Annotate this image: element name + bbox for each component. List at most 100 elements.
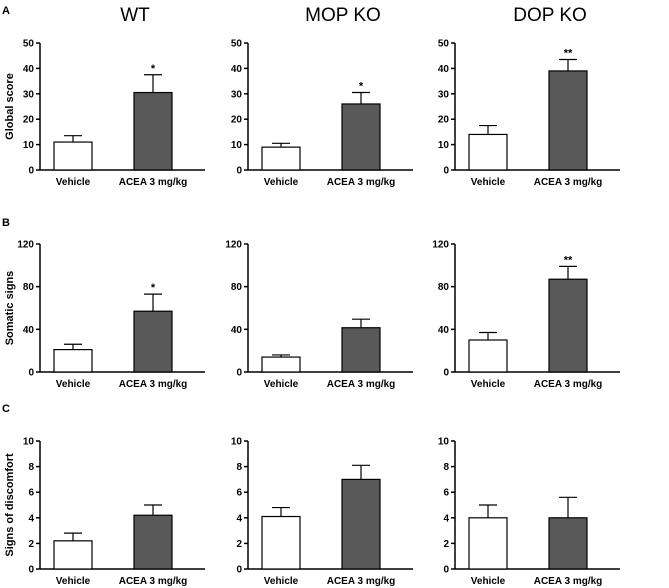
bar-acea [133,514,173,570]
y-tick-label: 120 [225,240,242,251]
y-tick-label: 0 [236,565,242,576]
y-axis-label: Somatic signs [4,271,16,346]
y-tick-label: 40 [23,64,35,75]
y-axis-label: Signs of discomfort [4,453,16,557]
significance-marker: * [151,63,156,75]
bar-vehicle [468,517,508,570]
y-tick-label: 10 [231,437,243,448]
y-tick-label: 50 [23,39,35,50]
y-tick-label: 50 [438,39,450,50]
bar-vehicle [468,133,508,171]
y-tick-label: 30 [231,89,243,100]
bar-vehicle [468,339,508,373]
y-tick-label: 80 [23,282,35,293]
y-tick-label: 40 [231,64,243,75]
y-tick-label: 50 [231,39,243,50]
y-tick-label: 10 [231,140,243,151]
bar-vehicle [53,540,93,570]
category-label: ACEA 3 mg/kg [327,576,396,587]
y-tick-label: 6 [28,488,34,499]
y-tick-label: 8 [236,462,242,473]
column-title-mop-ko: MOP KO [305,5,381,26]
y-tick-label: 0 [28,368,34,379]
y-tick-label: 4 [443,513,449,524]
bar-acea [548,70,588,171]
y-tick-label: 6 [443,488,449,499]
category-label: ACEA 3 mg/kg [119,379,188,390]
bar-acea [133,310,173,373]
category-label: ACEA 3 mg/kg [119,177,188,188]
category-label: Vehicle [471,379,506,390]
category-label: ACEA 3 mg/kg [534,379,603,390]
y-tick-label: 20 [231,115,243,126]
bar-vehicle [261,146,301,171]
bar-acea [548,517,588,570]
y-tick-label: 6 [236,488,242,499]
category-label: ACEA 3 mg/kg [534,177,603,188]
chart-r0-c0: 0 10 20 30 40 50 Global score Vehicle * ACEA 3 mg… [4,39,205,188]
y-tick-label: 0 [28,166,34,177]
chart-r2-c0: 0 2 4 6 8 10 Signs of discomfort Vehicle ACEA 3 … [4,437,205,587]
category-label: Vehicle [56,177,91,188]
chart-r0-c1: 0 10 20 30 40 50 Vehicle * ACEA 3 mg/kg [231,39,413,188]
panel-letter-c: C [2,403,10,415]
y-tick-label: 80 [231,282,243,293]
y-tick-label: 2 [236,539,242,550]
category-label: Vehicle [264,379,299,390]
chart-r1-c2: 0 40 80 120 Vehicle ** ACEA 3 mg/kg [432,240,620,390]
chart-r0-c2: 0 10 20 30 40 50 Vehicle ** ACEA 3 mg/kg [438,39,620,188]
column-title-wt: WT [120,5,150,26]
category-label: Vehicle [471,576,506,587]
category-label: ACEA 3 mg/kg [119,576,188,587]
y-tick-label: 40 [438,325,450,336]
y-tick-label: 8 [443,462,449,473]
y-tick-label: 120 [432,240,449,251]
y-tick-label: 0 [443,368,449,379]
y-tick-label: 8 [28,462,34,473]
y-tick-label: 10 [438,437,450,448]
significance-marker: * [151,282,156,294]
y-tick-label: 40 [438,64,450,75]
bar-acea [548,278,588,373]
y-tick-label: 30 [438,89,450,100]
y-tick-label: 40 [231,325,243,336]
y-tick-label: 30 [23,89,35,100]
y-axis-label: Global score [4,73,16,140]
bar-vehicle [261,356,301,373]
y-tick-label: 0 [28,565,34,576]
y-tick-label: 2 [28,539,34,550]
chart-r2-c2: 0 2 4 6 8 10 Vehicle ACEA 3 mg/kg [438,437,620,587]
y-tick-label: 20 [23,115,35,126]
y-tick-label: 10 [23,140,35,151]
y-tick-label: 4 [28,513,34,524]
category-label: Vehicle [264,177,299,188]
y-tick-label: 20 [438,115,450,126]
significance-marker: * [359,81,364,93]
category-label: ACEA 3 mg/kg [327,177,396,188]
bar-acea [133,91,173,171]
y-tick-label: 2 [443,539,449,550]
bar-acea [341,327,381,373]
category-label: Vehicle [56,576,91,587]
y-tick-label: 10 [438,140,450,151]
y-tick-label: 80 [438,282,450,293]
bar-vehicle [261,515,301,570]
y-tick-label: 0 [236,166,242,177]
column-title-dop-ko: DOP KO [513,5,587,26]
chart-r2-c1: 0 2 4 6 8 10 Vehicle ACEA 3 mg/kg [231,437,413,587]
category-label: Vehicle [471,177,506,188]
y-tick-label: 0 [236,368,242,379]
bar-acea [341,103,381,171]
y-tick-label: 40 [23,325,35,336]
bar-vehicle [53,141,93,171]
y-tick-label: 10 [23,437,35,448]
bar-acea [341,478,381,570]
chart-r1-c0: 0 40 80 120 Somatic signs Vehicle * ACEA 3 mg/k… [4,240,205,390]
panel-letter-a: A [2,5,10,17]
bar-vehicle [53,349,93,373]
y-tick-label: 4 [236,513,242,524]
category-label: ACEA 3 mg/kg [534,576,603,587]
y-tick-label: 0 [443,565,449,576]
